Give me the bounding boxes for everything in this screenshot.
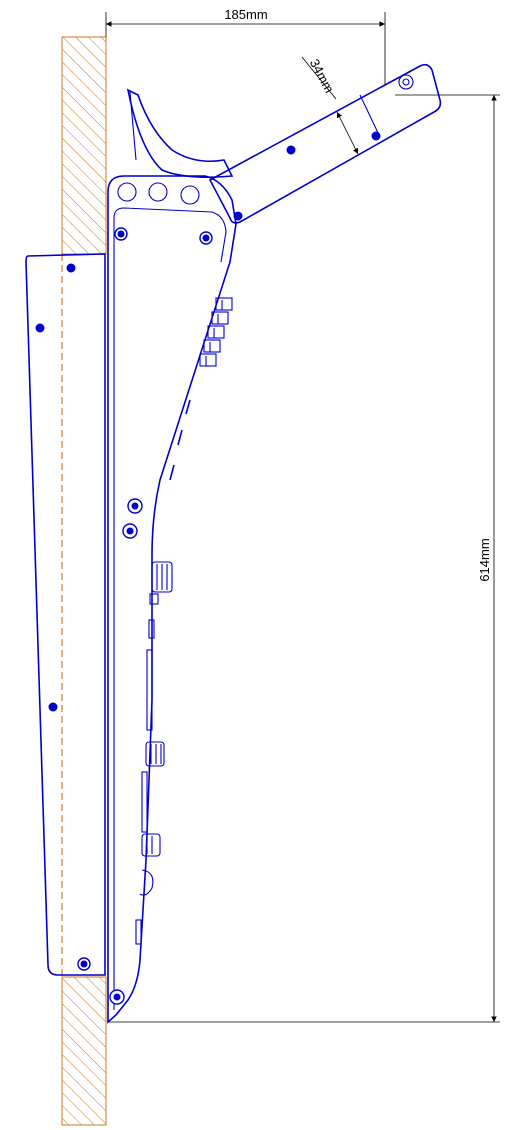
wall-upper xyxy=(61,36,107,255)
arm-label: 34mm xyxy=(307,56,337,95)
arm-screw xyxy=(286,145,296,155)
slot xyxy=(135,919,142,945)
arm-screw xyxy=(233,211,243,221)
wall-lower xyxy=(61,976,107,1126)
arm-nut xyxy=(402,78,410,86)
bracket-screw xyxy=(48,702,58,712)
knob-lower-1 xyxy=(149,561,173,605)
top-knob xyxy=(148,182,168,202)
body-screw xyxy=(126,527,134,535)
wall-bracket xyxy=(25,253,106,976)
body-screw xyxy=(113,993,121,1001)
bracket-screw xyxy=(80,960,88,968)
arm-dimension: 34mm xyxy=(301,56,359,155)
body-screw xyxy=(117,230,125,238)
body-screw xyxy=(202,234,210,242)
arm-screw xyxy=(371,131,381,141)
width-dimension: 185mm xyxy=(105,7,386,85)
slot xyxy=(148,619,155,639)
bracket-screw xyxy=(66,263,76,273)
top-knob xyxy=(180,185,200,205)
top-knob xyxy=(117,182,137,202)
height-dimension: 614mm xyxy=(108,94,500,1023)
slot xyxy=(141,771,148,833)
height-label: 614mm xyxy=(477,538,492,581)
slope-details xyxy=(169,399,191,481)
bracket-screw xyxy=(35,323,45,333)
knob-lower-3 xyxy=(139,833,161,896)
swivel-arm xyxy=(126,63,442,224)
console-body xyxy=(107,175,237,1024)
body-screw xyxy=(131,502,139,510)
fader-group-upper xyxy=(199,297,233,367)
knob-lower-2 xyxy=(145,741,165,767)
arm-nut xyxy=(398,74,414,90)
width-label: 185mm xyxy=(224,7,267,22)
slot xyxy=(146,649,153,731)
wall xyxy=(61,36,107,1126)
